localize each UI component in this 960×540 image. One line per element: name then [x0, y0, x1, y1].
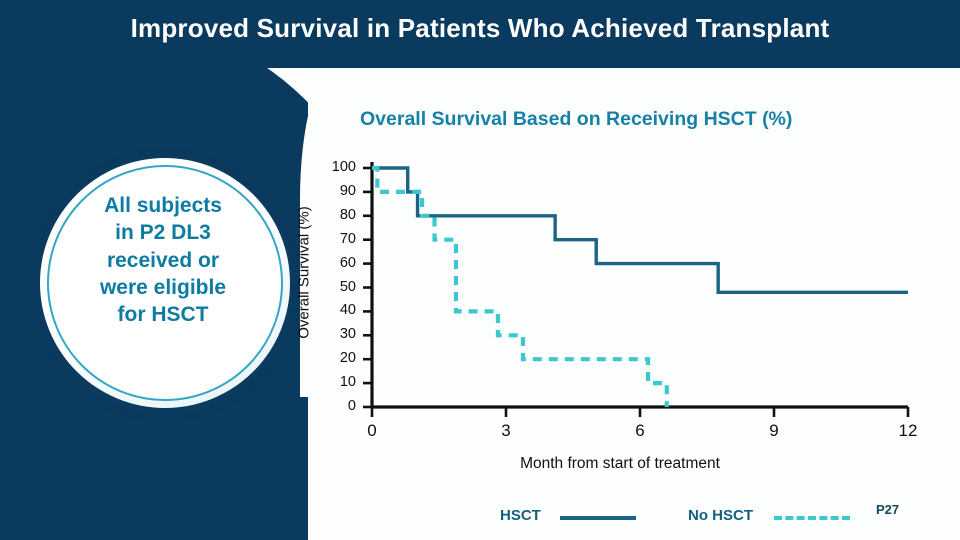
- y-tick-label: 80: [339, 206, 356, 223]
- y-tick-label: 20: [339, 350, 356, 367]
- y-tick-label: 60: [339, 254, 356, 271]
- y-tick-label: 90: [339, 182, 356, 199]
- legend-swatch-hsct: [560, 516, 636, 520]
- chart-title: Overall Survival Based on Receiving HSCT…: [360, 108, 793, 130]
- y-tick-label: 0: [347, 398, 356, 414]
- legend-item-no-hsct: No HSCT: [688, 506, 888, 528]
- legend-label-no-hsct: No HSCT: [688, 507, 753, 524]
- x-tick-label: 6: [635, 421, 645, 440]
- y-tick-label: 30: [339, 326, 356, 343]
- y-tick-label: 10: [339, 374, 356, 391]
- y-tick-label: 40: [339, 302, 356, 319]
- title-bar: [0, 0, 960, 68]
- x-tick-label: 3: [501, 421, 511, 440]
- x-tick-label: 0: [367, 421, 377, 440]
- callout-circle: [47, 165, 283, 401]
- x-tick-label: 12: [898, 421, 918, 440]
- curve-no-hsct: [372, 165, 669, 407]
- y-tick-label: 70: [339, 230, 356, 247]
- curve-hsct: [372, 166, 908, 294]
- legend-item-hsct: HSCT: [500, 506, 680, 528]
- callout-line-1: All subjects: [104, 194, 222, 217]
- callout-line-3: received or: [106, 248, 220, 272]
- chart-panel-corner: [300, 67, 360, 397]
- plot-curves: [372, 165, 908, 407]
- legend-label-hsct: HSCT: [500, 507, 541, 524]
- legend-swatch-no-hsct: [774, 516, 850, 520]
- callout-text: All subjects in P2 DL3 received or were …: [57, 192, 269, 328]
- page-number: P27: [876, 502, 900, 517]
- callout-line-5: for HSCT: [117, 303, 209, 327]
- x-axis-label: Month from start of treatment: [520, 455, 720, 472]
- callout-line-4: were eligible: [99, 275, 227, 299]
- callout-line-2: in P2 DL3: [115, 221, 211, 245]
- y-tick-label: 50: [339, 278, 356, 295]
- chart-panel: [308, 67, 960, 540]
- plot-axes: [363, 162, 910, 417]
- x-tick-label: 9: [769, 421, 779, 440]
- y-tick-label: 100: [331, 159, 356, 175]
- page-title: Improved Survival in Patients Who Achiev…: [130, 13, 830, 43]
